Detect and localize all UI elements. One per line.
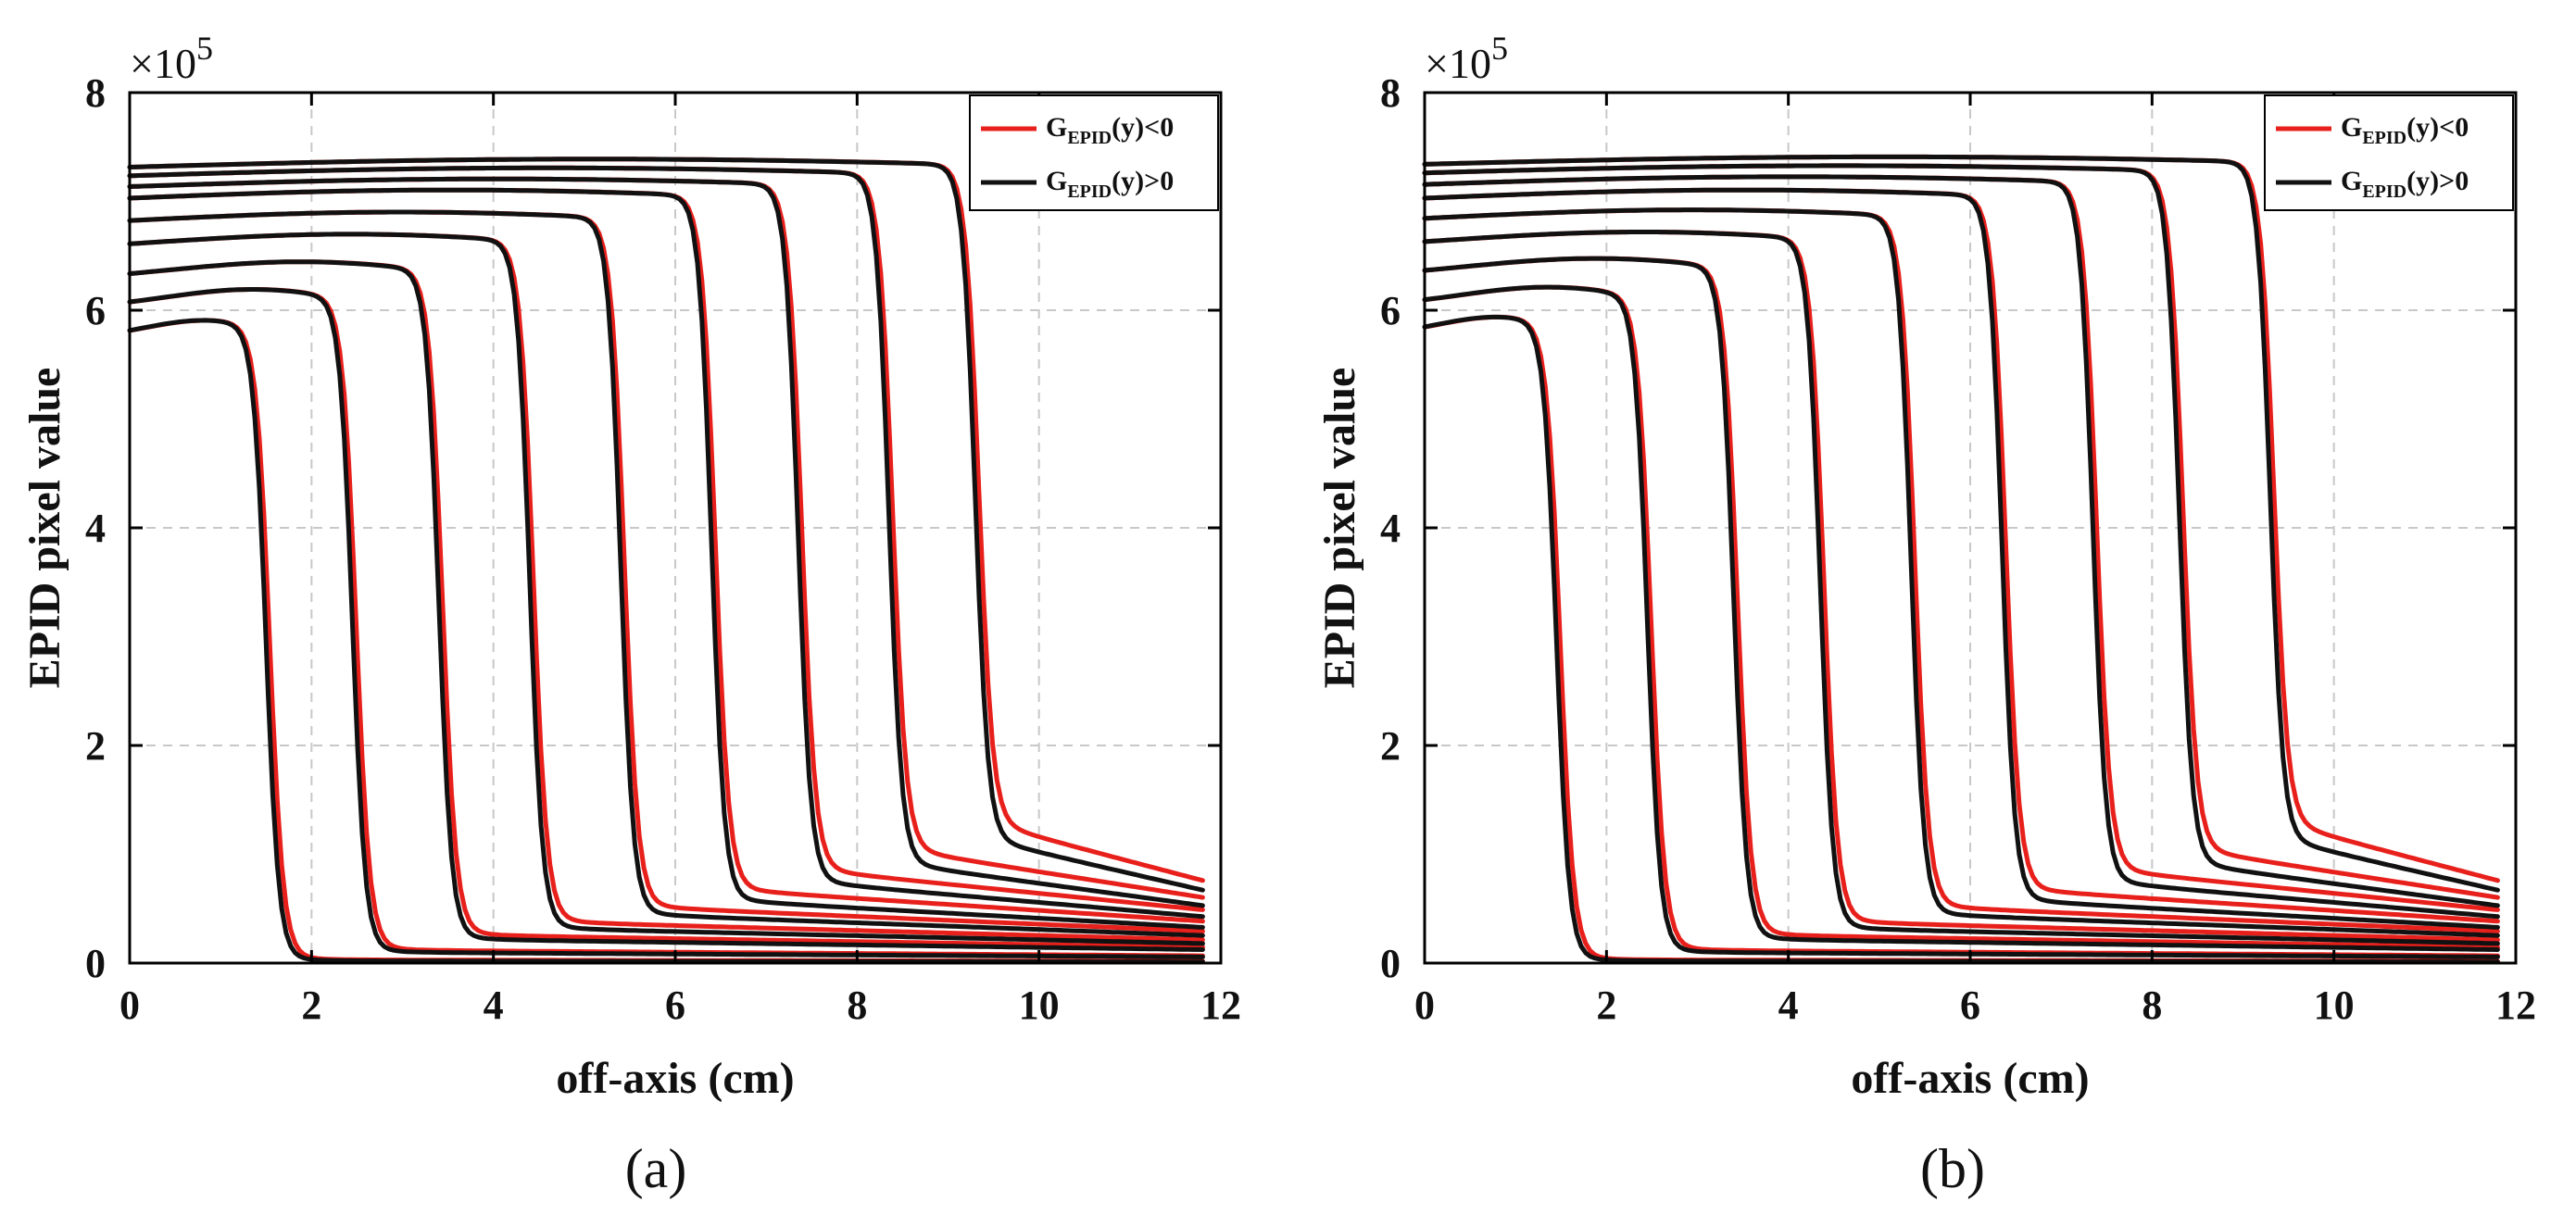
y-tick-label: 4	[85, 506, 106, 551]
y-multiplier: ×10	[1425, 40, 1491, 87]
y-tick-label: 2	[85, 723, 106, 769]
panel-label: (a)	[625, 1138, 687, 1199]
y-exponent-label: ×105	[1425, 30, 1508, 87]
x-axis-title: off-axis (cm)	[556, 1054, 794, 1103]
legend-label: GEPID(y)>0	[1046, 166, 1174, 202]
series-red-2	[1422, 284, 2500, 958]
series-black-3	[127, 259, 1205, 952]
series-black-2	[1422, 284, 2500, 959]
legend-suffix: (y)>0	[2406, 166, 2469, 196]
x-axis-title: off-axis (cm)	[1851, 1054, 2089, 1103]
series-red-5	[127, 209, 1205, 934]
series-red-6	[1422, 187, 2500, 924]
series-black-7	[127, 176, 1205, 920]
y-multiplier: ×10	[130, 40, 196, 87]
series-red-6	[127, 187, 1205, 924]
chart-panel-a: 0 2 4 6 8 10 12 0 2 4 6 8 ×105 off-axis (cm) EPID pixe…	[20, 30, 1241, 1199]
series-black-9	[127, 157, 1205, 893]
legend-name: G	[1046, 112, 1067, 143]
x-tick-label: 4	[484, 983, 504, 1028]
legend-label: GEPID(y)>0	[2341, 166, 2469, 202]
series-black-2	[127, 287, 1205, 959]
x-tick-label: 8	[847, 983, 867, 1028]
x-tick-label: 10	[1019, 983, 1060, 1028]
legend-label: GEPID(y)<0	[2341, 112, 2469, 148]
series-red-5	[1422, 207, 2500, 934]
y-tick-label: 0	[1380, 941, 1401, 986]
legend-box	[2264, 94, 2514, 211]
series-black-5	[127, 209, 1205, 938]
y-tick-label: 0	[85, 941, 106, 986]
y-axis-title: EPID pixel value	[20, 368, 69, 689]
series-black-4	[1422, 230, 2500, 946]
legend-suffix: (y)<0	[1112, 112, 1174, 143]
legend-suffix: (y)<0	[2406, 112, 2469, 143]
x-tick-label: 6	[1960, 983, 1980, 1028]
series-red-3	[1422, 256, 2500, 950]
x-tick-label: 10	[2314, 983, 2355, 1028]
x-tick-label: 8	[2142, 983, 2162, 1028]
series-red-8	[1422, 163, 2500, 900]
series-red-1	[127, 318, 1205, 964]
x-tick-label: 2	[1596, 983, 1616, 1028]
series-red-9	[127, 157, 1205, 883]
series-red-3	[127, 259, 1205, 950]
series-black-1	[127, 318, 1205, 965]
y-exponent-label: ×105	[130, 30, 213, 87]
legend-suffix: (y)>0	[1112, 166, 1174, 196]
x-tick-label: 0	[119, 983, 140, 1028]
series-red-4	[127, 232, 1205, 943]
series-black-9	[1422, 154, 2500, 893]
series-red-4	[1422, 230, 2500, 943]
legend-subscript: EPID	[1067, 182, 1112, 202]
series-black-6	[1422, 187, 2500, 930]
y-tick-label: 4	[1380, 506, 1401, 551]
series-black-3	[1422, 256, 2500, 952]
legend-name: G	[1046, 166, 1067, 196]
series-red-9	[1422, 154, 2500, 883]
x-tick-label: 12	[1200, 983, 1241, 1028]
y-axis-title: EPID pixel value	[1315, 368, 1364, 689]
legend-name: G	[2341, 112, 2362, 143]
series-black-7	[1422, 174, 2500, 920]
x-tick-label: 12	[2495, 983, 2536, 1028]
legend-subscript: EPID	[1067, 128, 1112, 148]
series-black-5	[1422, 207, 2500, 938]
y-tick-label: 8	[1380, 70, 1401, 116]
panel-label: (b)	[1920, 1138, 1985, 1199]
series-black-4	[127, 232, 1205, 946]
legend-subscript: EPID	[2362, 128, 2406, 148]
series-red-1	[1422, 314, 2500, 964]
y-exponent: 5	[196, 30, 213, 67]
series-red-8	[127, 165, 1205, 900]
series-black-8	[127, 165, 1205, 908]
legend-box	[969, 94, 1219, 211]
legend-name: G	[2341, 166, 2362, 196]
series-black-6	[127, 187, 1205, 930]
y-exponent: 5	[1491, 30, 1508, 67]
y-tick-label: 8	[85, 70, 106, 116]
series-black-1	[1422, 314, 2500, 965]
series-black-8	[1422, 163, 2500, 908]
x-tick-label: 0	[1414, 983, 1435, 1028]
y-tick-label: 2	[1380, 723, 1401, 769]
series-red-7	[127, 176, 1205, 912]
legend-subscript: EPID	[2362, 182, 2406, 202]
y-tick-label: 6	[1380, 288, 1401, 333]
legend-label: GEPID(y)<0	[1046, 112, 1174, 148]
y-tick-label: 6	[85, 288, 106, 333]
x-tick-label: 4	[1778, 983, 1799, 1028]
chart-panel-b: 0 2 4 6 8 10 12 0 2 4 6 8 ×105 off-axis (cm) EPID pixe…	[1315, 30, 2536, 1199]
x-tick-label: 2	[301, 983, 321, 1028]
x-tick-label: 6	[665, 983, 685, 1028]
series-red-2	[127, 287, 1205, 958]
